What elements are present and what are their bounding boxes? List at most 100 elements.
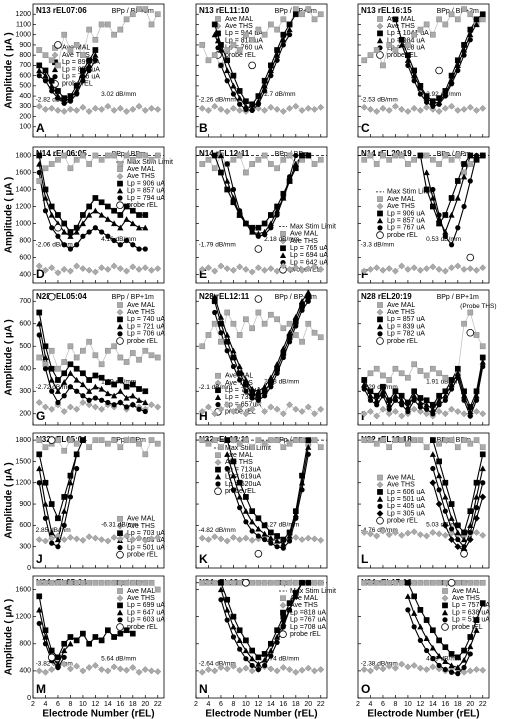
marker xyxy=(273,267,281,275)
marker xyxy=(61,393,67,399)
marker xyxy=(460,392,468,399)
marker xyxy=(86,229,92,235)
marker xyxy=(466,103,474,111)
marker xyxy=(92,195,99,201)
legend-key xyxy=(116,623,124,631)
marker xyxy=(261,77,268,84)
marker xyxy=(142,399,149,406)
x-tick-label: 12 xyxy=(91,701,99,708)
marker xyxy=(243,381,249,388)
marker xyxy=(441,267,449,275)
marker xyxy=(411,437,417,443)
marker xyxy=(148,535,155,543)
marker xyxy=(454,178,461,184)
marker xyxy=(267,220,274,227)
marker xyxy=(361,579,368,586)
marker xyxy=(86,203,92,210)
marker xyxy=(111,207,117,214)
series-line xyxy=(38,60,96,104)
marker xyxy=(293,323,299,329)
marker xyxy=(473,479,480,486)
marker xyxy=(80,67,86,74)
marker xyxy=(42,208,49,214)
marker xyxy=(398,579,405,586)
marker xyxy=(136,579,142,586)
marker xyxy=(448,11,455,18)
marker xyxy=(460,536,468,543)
marker xyxy=(304,265,312,273)
marker xyxy=(86,26,92,33)
marker xyxy=(67,634,74,640)
legend-label: Ave MAL xyxy=(290,231,318,238)
marker xyxy=(373,397,380,403)
marker xyxy=(49,540,55,546)
marker xyxy=(48,77,55,84)
marker xyxy=(42,403,49,411)
legend-key xyxy=(116,609,124,616)
y-tick-label: 100 xyxy=(19,124,31,131)
marker xyxy=(292,264,300,272)
marker xyxy=(391,408,399,415)
marker xyxy=(148,667,155,675)
legend-key xyxy=(214,379,222,387)
marker xyxy=(411,72,418,79)
marker xyxy=(142,224,149,231)
marker xyxy=(243,437,249,443)
marker xyxy=(461,647,467,654)
marker xyxy=(436,101,442,107)
marker xyxy=(111,634,117,640)
y-axis-label: Amplitude ( µA ) xyxy=(4,599,15,676)
marker xyxy=(305,289,312,295)
marker xyxy=(73,106,81,114)
marker xyxy=(49,225,55,231)
chart-subtitle: BPp / BP+1m xyxy=(437,294,479,301)
marker xyxy=(255,224,262,231)
marker xyxy=(261,320,268,327)
marker xyxy=(467,161,474,167)
marker xyxy=(249,325,255,332)
marker xyxy=(448,437,455,443)
legend-label: Lp = 703 uA xyxy=(127,530,165,537)
legend-key xyxy=(376,217,384,224)
marker xyxy=(423,666,431,673)
marker xyxy=(448,264,456,272)
marker xyxy=(417,637,423,643)
marker xyxy=(129,350,136,356)
marker xyxy=(254,295,263,303)
marker xyxy=(142,388,149,395)
marker xyxy=(205,403,212,411)
marker xyxy=(262,231,268,238)
marker xyxy=(410,405,418,413)
marker xyxy=(129,664,137,671)
marker xyxy=(299,307,305,313)
marker xyxy=(441,521,449,529)
marker xyxy=(380,62,386,69)
y-tick-label: 1000 xyxy=(15,220,31,227)
marker xyxy=(461,664,467,671)
marker xyxy=(411,67,417,74)
marker xyxy=(86,640,92,647)
marker xyxy=(60,660,68,668)
marker xyxy=(398,262,406,270)
marker xyxy=(411,397,417,403)
marker xyxy=(286,174,293,180)
marker xyxy=(79,381,87,388)
marker xyxy=(274,57,280,63)
marker xyxy=(280,545,286,551)
x-tick-label: 12 xyxy=(254,701,262,708)
marker xyxy=(423,152,430,159)
marker xyxy=(311,263,318,271)
marker xyxy=(242,664,250,672)
marker xyxy=(35,536,43,544)
marker xyxy=(98,385,105,392)
marker xyxy=(211,52,218,59)
marker xyxy=(304,534,312,542)
marker xyxy=(473,21,480,28)
marker xyxy=(92,52,99,58)
marker xyxy=(479,600,486,606)
marker xyxy=(224,67,231,74)
marker xyxy=(123,394,130,401)
marker xyxy=(392,397,399,403)
plot-frame xyxy=(32,146,165,284)
